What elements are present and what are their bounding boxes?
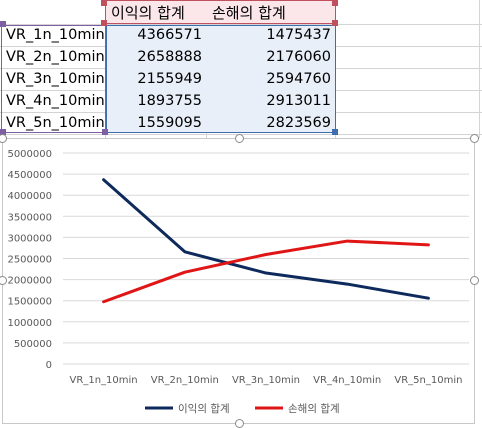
- y-tick-label: 2500000: [7, 255, 52, 266]
- resize-handle-top-right[interactable]: [470, 134, 479, 143]
- y-tick-label: 2000000: [7, 276, 52, 287]
- y-tick-label: 0: [46, 360, 52, 371]
- loss-cell[interactable]: 2913011: [266, 93, 331, 109]
- series-line-1: [102, 178, 430, 300]
- y-tick-label: 3500000: [7, 212, 52, 223]
- loss-cell[interactable]: 2176060: [266, 49, 331, 65]
- category-cell[interactable]: VR_2n_10min: [6, 49, 105, 65]
- range-handle[interactable]: [0, 129, 6, 135]
- legend-label: 손해의 합계: [288, 402, 340, 415]
- profit-cell[interactable]: 1559095: [137, 115, 202, 131]
- range-handle[interactable]: [0, 21, 6, 27]
- category-cell[interactable]: VR_4n_10min: [6, 93, 105, 109]
- series-name-range[interactable]: 이익의 합계 손해의 합계: [105, 0, 336, 24]
- profit-cell[interactable]: 4366571: [137, 27, 202, 43]
- y-tick-label: 4000000: [7, 191, 52, 202]
- x-tick-label: VR_1n_10min: [70, 375, 138, 386]
- value-range[interactable]: [106, 25, 336, 133]
- category-cell[interactable]: VR_5n_10min: [6, 115, 105, 131]
- y-tick-label: 500000: [14, 339, 52, 350]
- resize-handle-right[interactable]: [470, 276, 479, 285]
- category-cell[interactable]: VR_3n_10min: [6, 71, 105, 87]
- series-line-2: [102, 239, 430, 304]
- header-profit-cell[interactable]: 이익의 합계: [111, 4, 185, 22]
- range-handle[interactable]: [332, 129, 338, 135]
- resize-handle-top-left[interactable]: [0, 134, 7, 143]
- range-handle[interactable]: [332, 0, 338, 6]
- range-handle[interactable]: [332, 20, 338, 26]
- profit-cell[interactable]: 2658888: [137, 49, 202, 65]
- y-tick-label: 1000000: [7, 318, 52, 329]
- y-tick-label: 4500000: [7, 170, 52, 181]
- header-loss-cell[interactable]: 손해의 합계: [212, 4, 286, 22]
- y-tick-label: 3000000: [7, 233, 52, 244]
- legend-label: 이익의 합계: [178, 403, 230, 415]
- resize-handle-bottom[interactable]: [235, 419, 244, 428]
- x-tick-label: VR_4n_10min: [313, 375, 381, 386]
- range-handle[interactable]: [101, 0, 107, 6]
- y-tick-label: 1500000: [7, 297, 52, 308]
- category-range[interactable]: [1, 25, 106, 133]
- line-chart[interactable]: 0 500000 1000000 1500000 2000000 2500000 30000…: [2, 138, 475, 424]
- y-tick-label: 5000000: [7, 149, 52, 160]
- x-tick-label: VR_3n_10min: [232, 375, 300, 386]
- range-handle[interactable]: [102, 129, 108, 135]
- range-handle[interactable]: [101, 20, 107, 26]
- loss-cell[interactable]: 2594760: [266, 71, 331, 87]
- x-tick-label: VR_2n_10min: [151, 375, 219, 386]
- chart-plot: 0 500000 1000000 1500000 2000000 2500000 30000…: [7, 149, 469, 415]
- profit-cell[interactable]: 2155949: [137, 71, 202, 87]
- loss-cell[interactable]: 1475437: [266, 27, 331, 43]
- category-cell[interactable]: VR_1n_10min: [6, 27, 105, 43]
- resize-handle-top[interactable]: [235, 134, 244, 143]
- x-tick-label: VR_5n_10min: [394, 375, 462, 386]
- profit-cell[interactable]: 1893755: [137, 93, 202, 109]
- resize-handle-left[interactable]: [0, 276, 7, 285]
- loss-cell[interactable]: 2823569: [266, 115, 331, 131]
